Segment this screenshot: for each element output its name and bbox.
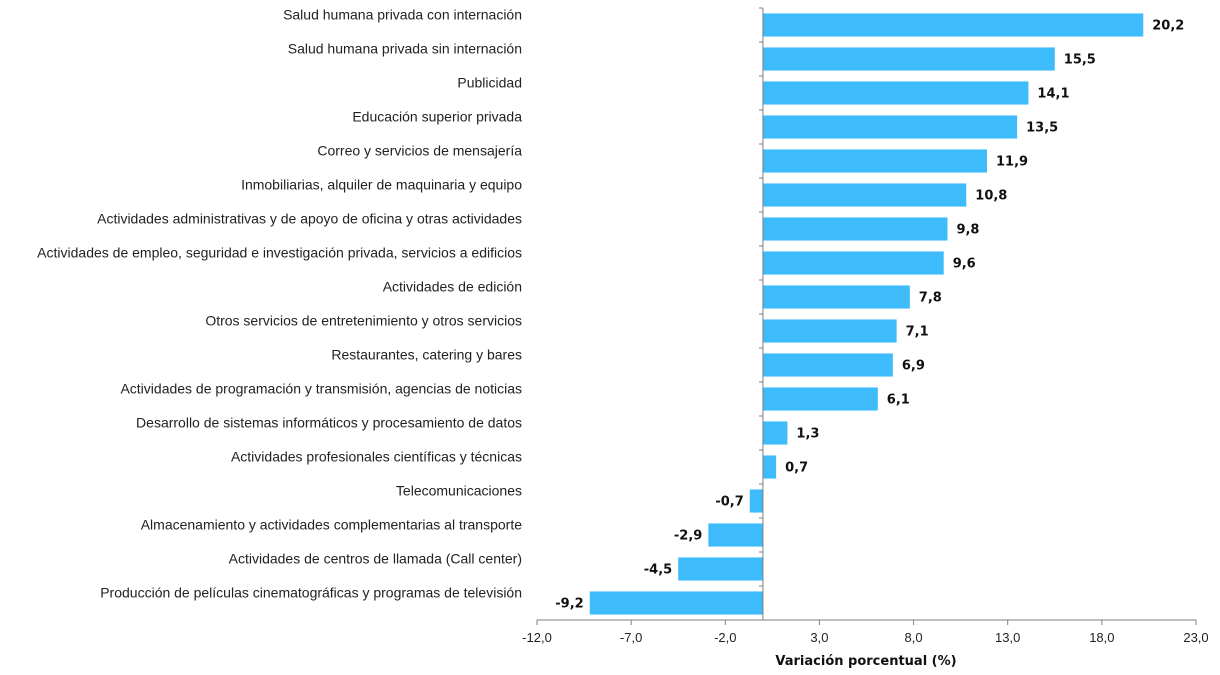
- bar: [762, 217, 948, 241]
- value-label: -4,5: [644, 563, 672, 578]
- value-label: 10,8: [975, 189, 1007, 204]
- category-label: Actividades administrativas y de apoyo d…: [97, 211, 522, 227]
- value-label: 1,3: [796, 427, 819, 442]
- value-label: 0,7: [785, 461, 808, 476]
- bar: [762, 285, 910, 309]
- bar: [762, 387, 878, 411]
- bar: [762, 319, 897, 343]
- category-label: Actividades de centros de llamada (Call …: [229, 551, 522, 567]
- category-label: Actividades de empleo, seguridad e inves…: [37, 245, 522, 261]
- category-label: Salud humana privada sin internación: [288, 41, 522, 57]
- axes-group: [536, 7, 1197, 625]
- x-tick-label: 13,0: [995, 630, 1020, 645]
- value-label: 9,6: [953, 257, 976, 272]
- value-label: 11,9: [996, 155, 1028, 170]
- bar: [589, 591, 763, 615]
- category-label: Actividades profesionales científicas y …: [231, 449, 522, 465]
- x-tick-label: 8,0: [905, 630, 923, 645]
- value-label: 15,5: [1064, 53, 1096, 68]
- category-label: Correo y servicios de mensajería: [317, 143, 522, 159]
- category-label: Actividades de programación y transmisió…: [120, 381, 522, 397]
- x-tick-label: -12,0: [522, 630, 552, 645]
- value-label: -9,2: [555, 597, 583, 612]
- value-label: 13,5: [1026, 121, 1058, 136]
- x-tick-label: 23,0: [1183, 630, 1208, 645]
- x-axis-title: Variación porcentual (%): [775, 654, 956, 669]
- category-label: Restaurantes, catering y bares: [331, 347, 522, 363]
- bar: [762, 149, 988, 173]
- category-label: Actividades de edición: [383, 279, 522, 295]
- bar: [762, 353, 893, 377]
- value-labels-group: 20,2 15,5 14,1 13,5 11,9 10,8 9,8 9,6 7,8 7,1 6,9 6…: [555, 19, 1184, 612]
- category-label: Almacenamiento y actividades complementa…: [141, 517, 523, 533]
- bar: [762, 47, 1055, 71]
- category-label: Inmobiliarias, alquiler de maquinaria y …: [241, 177, 522, 193]
- bar: [678, 557, 763, 581]
- bar: [749, 489, 763, 513]
- bars-group: [589, 13, 1144, 615]
- bar: [762, 183, 967, 207]
- category-label: Telecomunicaciones: [396, 483, 522, 499]
- category-label: Educación superior privada: [352, 109, 522, 125]
- bar: [762, 81, 1029, 105]
- category-label: Salud humana privada con internación: [283, 7, 522, 23]
- bar: [762, 251, 944, 275]
- value-label: 6,1: [887, 393, 910, 408]
- value-label: 20,2: [1152, 19, 1184, 34]
- value-label: 7,8: [919, 291, 942, 306]
- value-label: 7,1: [906, 325, 929, 340]
- value-label: 9,8: [956, 223, 979, 238]
- value-label: 6,9: [902, 359, 925, 374]
- value-label: 14,1: [1037, 87, 1069, 102]
- bar: [708, 523, 763, 547]
- value-label: -2,9: [674, 529, 702, 544]
- tick-labels-group: -12,0 -7,0 -2,0 3,0 8,0 13,0 18,0 23,0: [522, 630, 1208, 645]
- bar: [762, 115, 1018, 139]
- bar: [762, 13, 1144, 37]
- category-label: Producción de películas cinematográficas…: [100, 585, 522, 601]
- x-tick-label: 3,0: [810, 630, 828, 645]
- category-labels-group: Salud humana privada con internación Salu…: [37, 7, 522, 601]
- bar: [762, 455, 777, 479]
- value-label: -0,7: [715, 495, 743, 510]
- x-tick-label: 18,0: [1089, 630, 1114, 645]
- category-label: Desarrollo de sistemas informáticos y pr…: [136, 415, 522, 431]
- x-tick-label: -2,0: [714, 630, 736, 645]
- category-label: Publicidad: [457, 75, 522, 91]
- x-tick-label: -7,0: [620, 630, 642, 645]
- bar: [762, 421, 788, 445]
- category-label: Otros servicios de entretenimiento y otr…: [205, 313, 522, 329]
